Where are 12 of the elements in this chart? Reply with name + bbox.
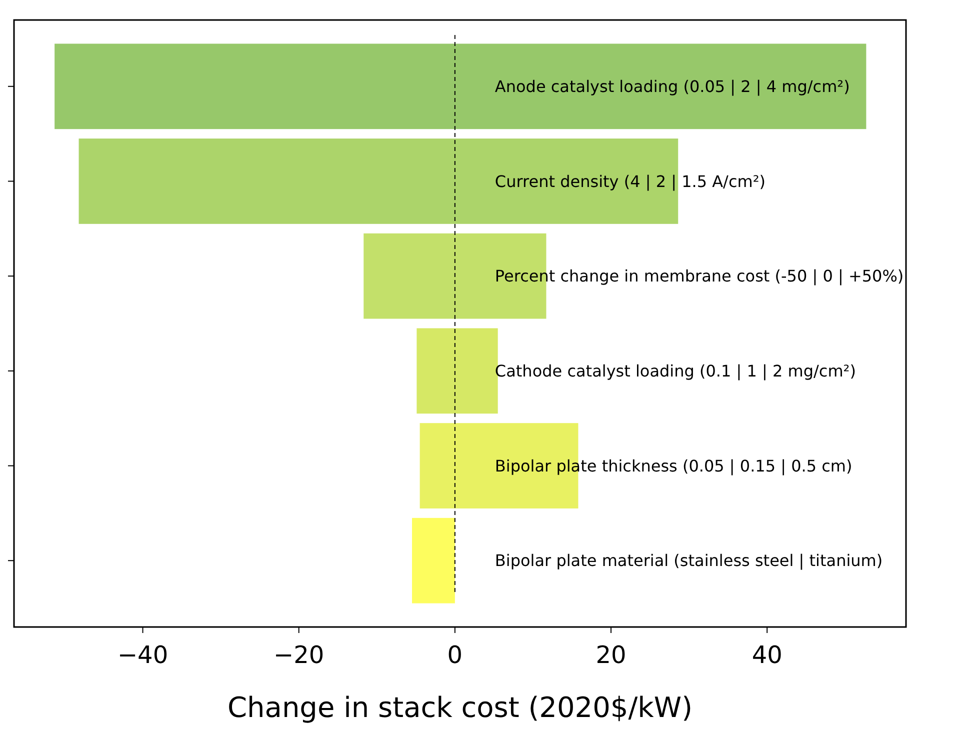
y-tick-label: Current density (4 | 2 | 1.5 A/cm²)	[494, 172, 766, 191]
x-tick-label: 20	[596, 641, 626, 669]
x-tick-label: −40	[117, 641, 168, 669]
bar	[412, 518, 455, 604]
x-tick-label: −20	[274, 641, 324, 669]
y-tick-label: Anode catalyst loading (0.05 | 2 | 4 mg/cm²)	[494, 76, 850, 96]
bar	[78, 138, 678, 224]
x-axis-title: Change in stack cost (2020$/kW)	[227, 691, 693, 724]
x-tick-label: 0	[447, 641, 463, 669]
y-tick-label: Bipolar plate material (stainless steel | titanium)	[494, 551, 883, 570]
x-tick-label: 40	[752, 641, 782, 669]
bar	[54, 44, 866, 130]
